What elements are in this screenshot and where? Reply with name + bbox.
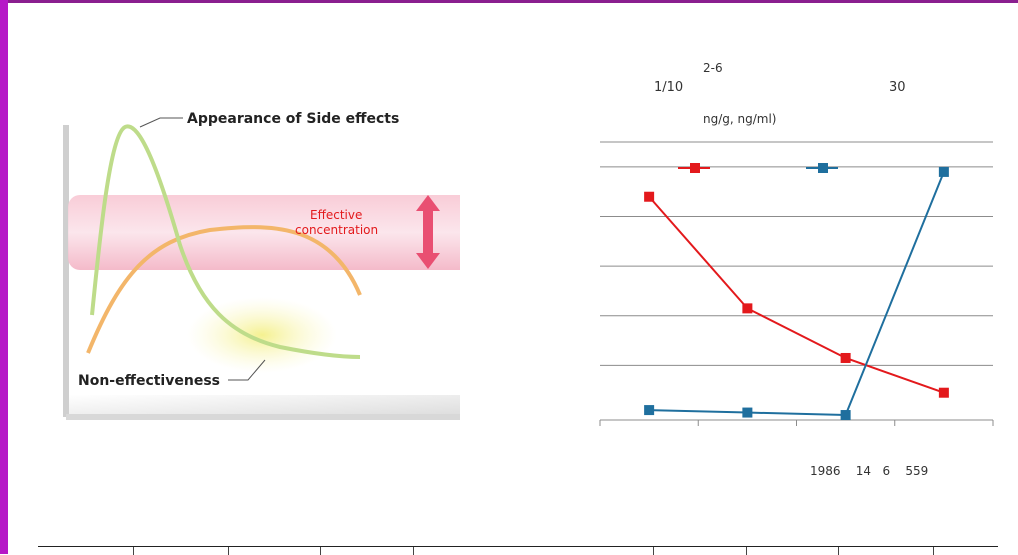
series-line-2 [649, 171, 945, 417]
chart-series [644, 166, 949, 421]
chart-grid [599, 141, 994, 426]
series-1-point [938, 387, 949, 398]
non-effect-glow [187, 297, 337, 373]
top-frame-bar [0, 0, 1018, 3]
series-2-point [742, 407, 753, 418]
series-2-point [938, 166, 949, 177]
note-1-10: 1/10 [654, 80, 684, 95]
table-divider [133, 547, 134, 555]
table-divider [653, 547, 654, 555]
table-divider [228, 547, 229, 555]
footer-note: 1986 14 6 559 [810, 464, 929, 478]
chart-legend [678, 163, 838, 173]
orange-curve [86, 225, 362, 354]
effective-tube [68, 195, 460, 270]
note-30: 30 [889, 80, 906, 95]
legend-red-marker [690, 163, 700, 173]
series-line-1 [648, 196, 945, 394]
bottom-table-border [38, 546, 998, 555]
series-1-point [742, 303, 753, 314]
label-effective-line1: Effective [310, 208, 362, 222]
table-divider [838, 547, 839, 555]
series-1-point [840, 352, 851, 363]
series-2-point [644, 405, 655, 416]
unit-label: ng/g, ng/ml) [703, 112, 777, 126]
green-curve [90, 124, 361, 359]
table-divider [320, 547, 321, 555]
label-non-effectiveness: Non-effectiveness [78, 373, 220, 389]
line-chart [599, 141, 994, 426]
side-effects-callout [139, 117, 183, 128]
label-side-effects: Appearance of Side effects [187, 111, 399, 127]
table-divider [933, 547, 934, 555]
floor-shadow [66, 395, 460, 417]
label-effective-line2: concentration [295, 223, 378, 237]
non-effect-callout [228, 359, 266, 381]
series-1-point [644, 191, 655, 202]
table-divider [413, 547, 414, 555]
concentration-diagram: Appearance of Side effects Effective con… [63, 111, 460, 420]
note-2-6: 2-6 [703, 61, 723, 75]
table-divider [746, 547, 747, 555]
series-2-point [840, 410, 851, 421]
left-frame-bar [0, 0, 8, 554]
range-arrow-icon [416, 195, 440, 269]
legend-blue-marker [818, 163, 828, 173]
